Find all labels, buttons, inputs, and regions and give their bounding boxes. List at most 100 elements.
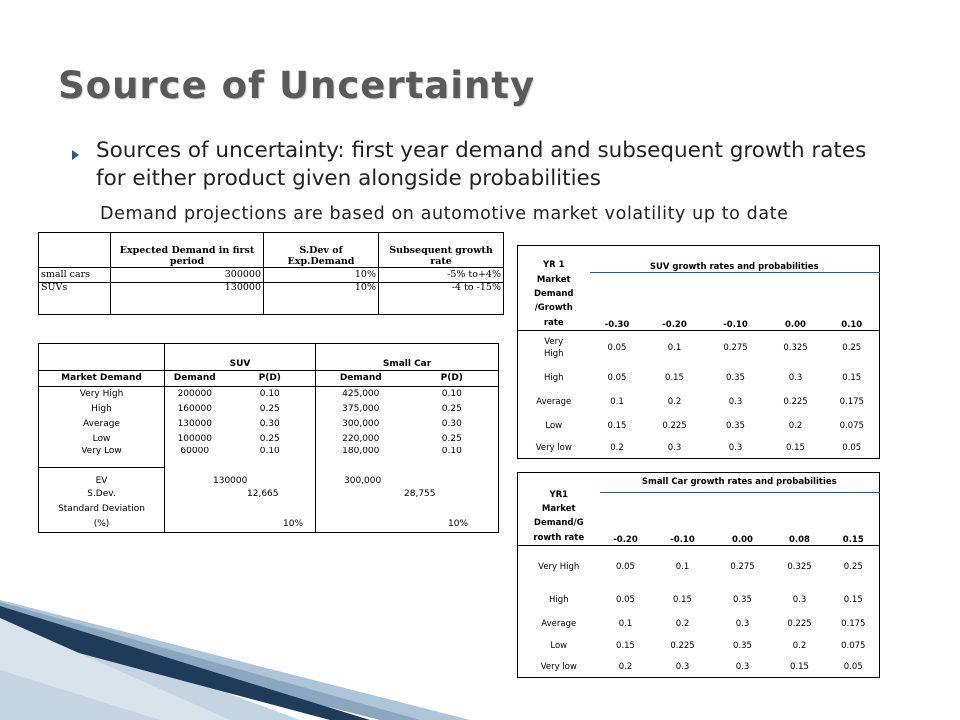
column-header: 0.15 bbox=[827, 492, 881, 546]
cell: 10% bbox=[315, 517, 500, 533]
table-row: Average 0.1 0.2 0.3 0.225 0.175 bbox=[517, 613, 881, 636]
header-cell: S.Dev of Exp.Demand bbox=[263, 232, 379, 268]
cell: 0.30 bbox=[405, 417, 500, 432]
header-cell: Demand bbox=[164, 370, 225, 387]
corner-label: Demand/G bbox=[533, 518, 584, 529]
table-row: Very High 200000 0.10 425,000 0.10 bbox=[38, 386, 500, 402]
cell: 28,755 bbox=[315, 487, 500, 502]
row-label: Average bbox=[517, 613, 600, 636]
cell: -5% to+4% bbox=[378, 267, 504, 283]
corner-cell: YR 1 Market Demand /Growth rate bbox=[517, 245, 590, 331]
cell: 0.35 bbox=[726, 372, 745, 383]
cell: 60000 bbox=[164, 447, 225, 467]
cell: 220,000 bbox=[315, 432, 406, 447]
cell: 10% bbox=[263, 282, 379, 315]
header-cell: Subsequent growth rate bbox=[378, 232, 504, 268]
cell: 0.10 bbox=[405, 447, 500, 467]
row-label: Very Low bbox=[38, 447, 165, 467]
cell: -4 to -15% bbox=[378, 282, 504, 315]
cell: 0.05 bbox=[824, 438, 880, 459]
subtitle: Demand projections are based on automoti… bbox=[100, 204, 789, 224]
corner-label: YR1 bbox=[549, 489, 569, 500]
cell: 0.15 bbox=[616, 640, 635, 651]
column-header: 0.08 bbox=[789, 534, 810, 545]
corner-label: rate bbox=[543, 317, 564, 328]
cell: 0.075 bbox=[827, 635, 881, 658]
cell: 0.15 bbox=[607, 420, 627, 431]
cell: 0.275 bbox=[723, 343, 748, 354]
row-label: (%) bbox=[38, 517, 165, 533]
table-header-row: Expected Demand in first period S.Dev of… bbox=[38, 232, 504, 268]
cell: 0.15 bbox=[786, 442, 805, 453]
column-header: -0.30 bbox=[604, 319, 630, 330]
cell: 0.2 bbox=[675, 618, 690, 629]
header-cell: P(D) bbox=[224, 370, 316, 387]
column-header: -0.20 bbox=[613, 534, 638, 545]
group-suv: SUV bbox=[163, 343, 316, 371]
column-header: -0.20 bbox=[662, 319, 687, 330]
bullet-arrow-icon bbox=[72, 150, 79, 160]
suv-growth-table: YR 1 Market Demand /Growth rate SUV grow… bbox=[517, 245, 880, 459]
cell: 0.35 bbox=[733, 640, 752, 651]
cell: 10% bbox=[163, 517, 316, 533]
cell: 10% bbox=[263, 267, 379, 283]
row-label: Very low bbox=[517, 438, 590, 459]
column-header-row: -0.30 -0.20 -0.10 0.00 0.10 bbox=[518, 272, 880, 331]
header-cell: P(D) bbox=[405, 370, 500, 387]
small-car-growth-table: YR1 Market Demand/G rowth rate Small Car… bbox=[517, 472, 881, 678]
cell: 0.3 bbox=[792, 595, 807, 606]
header-cell: Market Demand bbox=[38, 370, 165, 387]
row-label: Average bbox=[38, 417, 165, 432]
group-small-car: Small Car bbox=[315, 343, 500, 371]
cell: 130000 bbox=[110, 282, 264, 315]
cell: 0.10 bbox=[259, 388, 280, 399]
row-label: Low bbox=[517, 635, 600, 658]
corner-label: rowth rate bbox=[533, 532, 585, 543]
cell: 0.2 bbox=[667, 396, 682, 407]
cell: 130000 bbox=[163, 467, 316, 487]
table-row: Low 100000 0.25 220,000 0.25 bbox=[38, 432, 500, 447]
table-row: SUVs 130000 10% -4 to -15% bbox=[38, 282, 504, 315]
corner-label: Demand bbox=[533, 288, 574, 299]
cell: 0.3 bbox=[728, 396, 743, 407]
cell: 0.25 bbox=[405, 432, 500, 447]
cell: 0.35 bbox=[726, 420, 745, 431]
cell: 0.10 bbox=[259, 447, 280, 456]
cell: 100000 bbox=[164, 432, 225, 447]
cell: 300,000 bbox=[315, 417, 406, 432]
cell: 0.05 bbox=[827, 657, 881, 678]
cell: 0.05 bbox=[607, 372, 627, 383]
cell: 0.25 bbox=[259, 403, 280, 414]
row-label: High bbox=[517, 366, 590, 391]
cell: 0.05 bbox=[616, 561, 635, 572]
table-row: Very low 0.2 0.3 0.3 0.15 0.05 bbox=[517, 438, 880, 459]
cell: 0.225 bbox=[670, 640, 695, 651]
cell: 0.15 bbox=[665, 372, 684, 383]
cell: 0.3 bbox=[728, 442, 743, 453]
column-header: 0.10 bbox=[824, 272, 880, 331]
cell: 0.2 bbox=[618, 661, 633, 672]
row-label: S.Dev. bbox=[38, 487, 165, 502]
row-label: Very High bbox=[517, 330, 590, 367]
cell: 0.25 bbox=[259, 433, 280, 444]
cell: 0.25 bbox=[824, 330, 880, 367]
cell: 0.275 bbox=[730, 561, 755, 572]
row-label: small cars bbox=[38, 267, 111, 283]
cell: 0.2 bbox=[788, 420, 803, 431]
row-label: Low bbox=[517, 414, 590, 439]
table-title: Small Car growth rates and probabilities bbox=[599, 472, 881, 493]
cell: 0.3 bbox=[675, 661, 690, 672]
cell: 0.15 bbox=[790, 661, 809, 672]
demand-summary-table: Expected Demand in first period S.Dev of… bbox=[38, 232, 504, 315]
cell: 0.3 bbox=[788, 372, 803, 383]
cell: 0.3 bbox=[735, 661, 750, 672]
column-header: -0.10 bbox=[670, 534, 695, 545]
corner-label: Market bbox=[536, 274, 571, 285]
ev-row: EV 130000 300,000 bbox=[38, 466, 500, 487]
table-header-row: Market Demand Demand P(D) Demand P(D) bbox=[38, 370, 500, 387]
cell: 0.15 bbox=[824, 366, 880, 391]
table-row: Low 0.15 0.225 0.35 0.2 0.075 bbox=[517, 635, 881, 658]
table-row: Average 130000 0.30 300,000 0.30 bbox=[38, 417, 500, 432]
table-row: Very High 0.05 0.1 0.275 0.325 0.25 bbox=[517, 330, 880, 367]
row-label: Low bbox=[38, 432, 165, 447]
